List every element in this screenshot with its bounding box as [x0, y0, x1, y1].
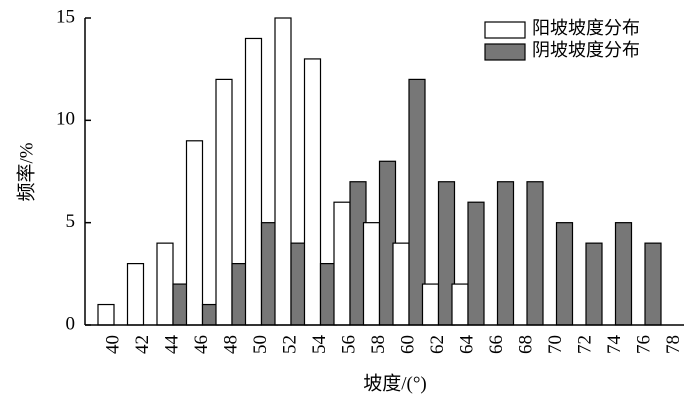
y-tick-label: 15	[56, 6, 75, 27]
bar	[97, 303, 115, 326]
bar	[467, 201, 485, 326]
x-tick-label: 68	[515, 335, 536, 354]
x-tick-label: 76	[633, 335, 654, 354]
x-tick-label: 74	[604, 335, 625, 355]
x-tick-label: 60	[397, 335, 418, 354]
x-tick-label: 44	[161, 335, 182, 355]
x-tick-label: 46	[191, 335, 212, 354]
x-tick-label: 50	[250, 335, 271, 354]
x-tick-label: 64	[456, 335, 477, 355]
bar	[333, 201, 351, 326]
y-axis-label: 频率/%	[15, 142, 37, 201]
x-tick-label: 58	[368, 335, 389, 354]
bar	[526, 181, 544, 326]
bar	[244, 37, 263, 326]
y-tick-label: 0	[66, 313, 76, 334]
bar	[156, 242, 174, 326]
x-tick-label: 78	[663, 335, 684, 354]
x-tick-label: 66	[486, 335, 507, 354]
bar	[585, 242, 603, 326]
x-tick-label: 72	[574, 335, 595, 354]
bar	[555, 222, 574, 326]
x-tick-label: 40	[102, 335, 123, 354]
x-tick-label: 42	[132, 335, 153, 354]
bar	[215, 78, 233, 326]
x-tick-label: 48	[220, 335, 241, 354]
x-axis-label: 坡度/(°)	[363, 372, 427, 394]
x-tick-label: 52	[279, 335, 300, 354]
bar	[362, 222, 381, 326]
x-tick-label: 62	[427, 335, 448, 354]
x-tick-label: 70	[545, 335, 566, 354]
bar	[303, 58, 322, 326]
bar	[614, 222, 633, 326]
bar	[274, 17, 292, 326]
bar	[496, 181, 515, 326]
y-tick-label: 5	[66, 211, 76, 232]
legend-label: 阳坡坡度分布	[532, 18, 640, 38]
x-tick-label: 54	[309, 335, 330, 355]
legend-label: 阴坡坡度分布	[532, 40, 640, 60]
legend-swatch	[484, 21, 526, 39]
bar	[185, 140, 204, 326]
bar	[644, 242, 662, 326]
x-tick-label: 56	[338, 335, 359, 354]
bar	[421, 283, 440, 326]
bar	[126, 263, 145, 326]
bar	[451, 283, 469, 326]
bar	[392, 242, 410, 326]
legend-swatch	[484, 43, 526, 61]
y-tick-label: 10	[56, 109, 75, 130]
